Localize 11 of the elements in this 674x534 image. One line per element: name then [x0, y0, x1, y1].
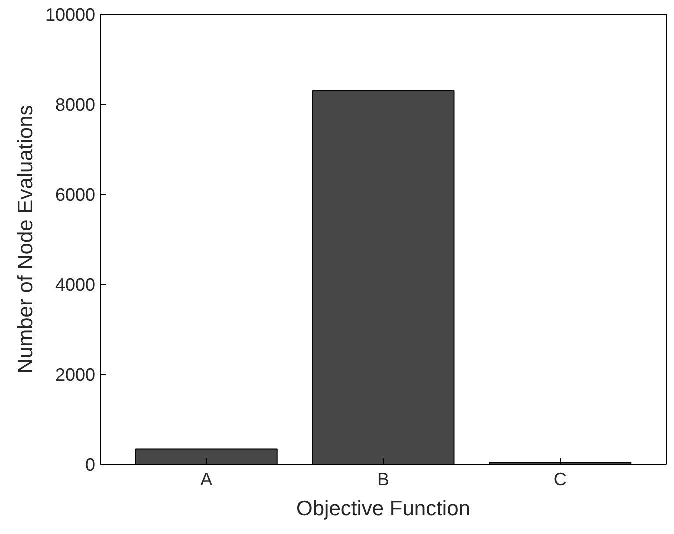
y-tick-label: 2000 — [55, 365, 96, 385]
y-tick-label: 4000 — [55, 275, 96, 295]
x-tick-label: A — [200, 470, 213, 490]
y-tick-label: 8000 — [55, 95, 96, 115]
y-tick-label: 10000 — [45, 5, 96, 25]
x-axis-title: Objective Function — [296, 498, 470, 520]
y-tick-label: 6000 — [55, 185, 96, 205]
y-axis-title: Number of Node Evaluations — [14, 105, 38, 374]
x-tick-label: C — [554, 470, 567, 490]
y-tick-label: 0 — [85, 455, 96, 475]
x-tick-label: B — [377, 470, 390, 490]
